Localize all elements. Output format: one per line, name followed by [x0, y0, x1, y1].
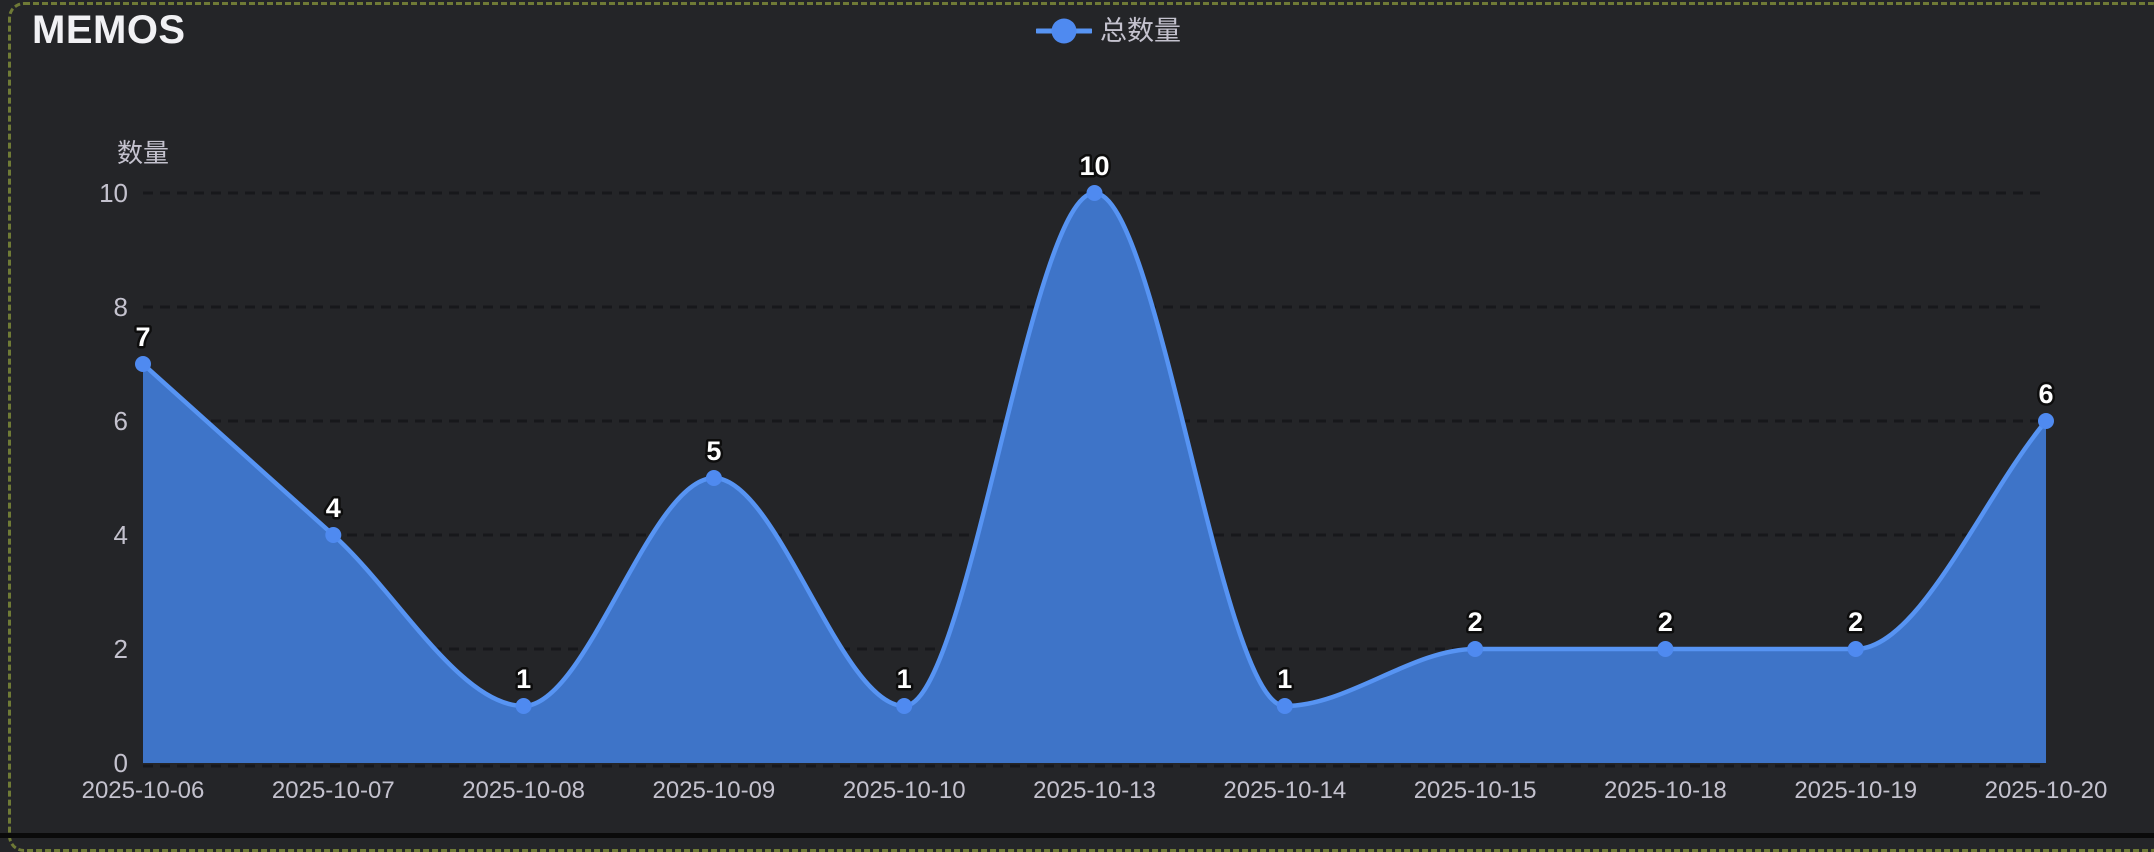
y-tick-label: 2: [114, 634, 128, 664]
data-point-marker[interactable]: [1848, 641, 1864, 657]
y-tick-label: 4: [114, 520, 128, 550]
data-point-marker[interactable]: [1277, 698, 1293, 714]
data-point-label: 2: [1468, 607, 1483, 637]
data-point-label: 7: [135, 322, 150, 352]
legend-label: 总数量: [1100, 18, 1181, 45]
x-tick-label: 2025-10-19: [1794, 777, 1917, 804]
data-point-label: 2: [1848, 607, 1863, 637]
legend-line-dot-icon: [1036, 16, 1092, 46]
x-tick-label: 2025-10-15: [1414, 777, 1537, 804]
data-point-marker[interactable]: [135, 356, 151, 372]
data-point-marker[interactable]: [1087, 185, 1103, 201]
y-tick-label: 10: [99, 178, 128, 208]
page-title: MEMOS: [32, 8, 186, 53]
data-point-marker[interactable]: [516, 698, 532, 714]
data-point-label: 1: [516, 664, 531, 694]
data-point-marker[interactable]: [2038, 413, 2054, 429]
data-point-label: 5: [706, 436, 721, 466]
legend-item-total[interactable]: 总数量: [1036, 16, 1181, 46]
x-tick-label: 2025-10-18: [1604, 777, 1727, 804]
x-tick-label: 2025-10-08: [462, 777, 585, 804]
area-fill: [143, 193, 2046, 763]
y-tick-label: 0: [114, 748, 128, 778]
data-point-marker[interactable]: [706, 470, 722, 486]
legend: 总数量: [1036, 16, 1181, 46]
x-tick-label: 2025-10-20: [1985, 777, 2108, 804]
y-tick-label: 8: [114, 292, 128, 322]
bottom-edge-strip: [0, 833, 2154, 838]
x-tick-label: 2025-10-07: [272, 777, 395, 804]
data-point-marker[interactable]: [1467, 641, 1483, 657]
data-point-label: 6: [2038, 379, 2053, 409]
data-point-label: 2: [1658, 607, 1673, 637]
x-tick-label: 2025-10-13: [1033, 777, 1156, 804]
x-tick-label: 2025-10-06: [82, 777, 205, 804]
data-point-marker[interactable]: [325, 527, 341, 543]
y-axis-title: 数量: [117, 138, 169, 168]
data-point-label: 1: [1277, 664, 1292, 694]
data-point-label: 1: [897, 664, 912, 694]
data-point-label: 4: [326, 493, 341, 523]
x-tick-label: 2025-10-09: [653, 777, 776, 804]
x-tick-label: 2025-10-10: [843, 777, 966, 804]
data-point-marker[interactable]: [896, 698, 912, 714]
y-tick-label: 6: [114, 406, 128, 436]
x-tick-label: 2025-10-14: [1223, 777, 1346, 804]
data-point-marker[interactable]: [1657, 641, 1673, 657]
data-point-label: 10: [1079, 151, 1109, 181]
